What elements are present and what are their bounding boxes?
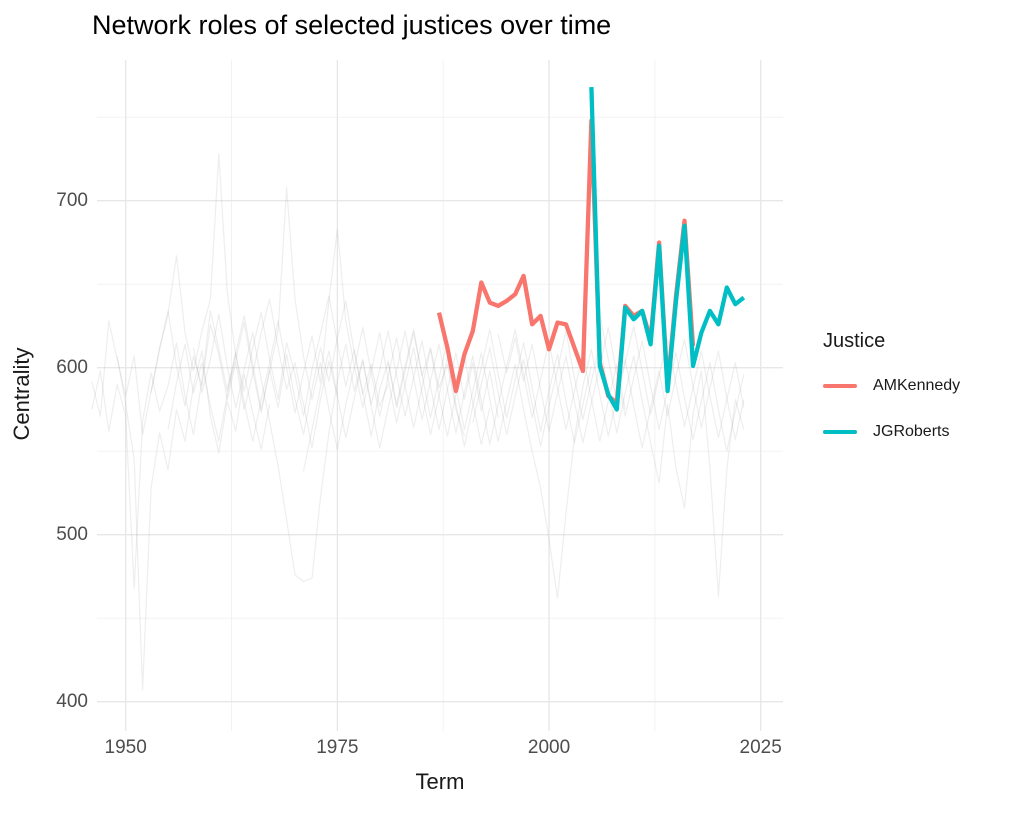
jgroberts-series-line [589, 87, 746, 412]
y-tick-label: 600 [56, 356, 88, 378]
y-axis-title: Centrality [9, 347, 34, 441]
background-series-line [91, 298, 338, 449]
background-series-line [226, 228, 592, 447]
y-tick-label: 500 [56, 523, 88, 545]
legend-item-label: JGRoberts [873, 423, 950, 440]
legend-item-amkennedy: AMKennedy [823, 377, 1018, 395]
x-tick-label: 2025 [739, 737, 782, 758]
legend: Justice AMKennedy JGRoberts [823, 330, 1018, 441]
jgroberts-line-swatch-icon [823, 429, 857, 435]
legend-title: Justice [823, 330, 886, 352]
background-series-line [91, 300, 389, 589]
background-series-line [150, 153, 465, 437]
background-series-line [497, 327, 745, 452]
x-tick-label: 1950 [104, 737, 147, 758]
chart-title: Network roles of selected justices over … [92, 10, 612, 40]
background-series-line [192, 313, 499, 583]
x-tick-label: 1975 [316, 737, 359, 758]
x-tick-label: 2000 [527, 737, 571, 758]
x-axis-title: Term [415, 769, 465, 794]
background-series-line [167, 186, 491, 451]
y-tick-label: 700 [56, 189, 88, 211]
legend-item-jgroberts: JGRoberts [823, 423, 1018, 441]
background-series-line [387, 328, 745, 599]
y-tick-label: 400 [56, 690, 88, 712]
background-series-line [302, 328, 626, 472]
amkennedy-line-swatch-icon [823, 383, 857, 389]
legend-item-label: AMKennedy [873, 377, 961, 394]
background-series-line [116, 350, 271, 691]
